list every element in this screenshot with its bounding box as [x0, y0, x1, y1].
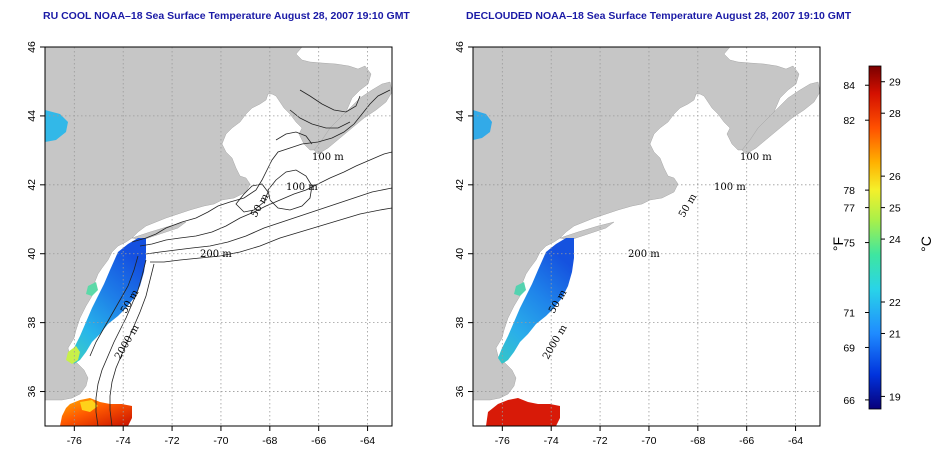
- contour-label: 200 m: [200, 249, 232, 260]
- x-tick-label: -74: [116, 435, 131, 447]
- y-tick-label: 46: [26, 41, 38, 53]
- sst-inlet: [514, 282, 526, 296]
- y-tick-label: 36: [454, 386, 466, 398]
- temperature-colorbar: 29 28 26 25 24 22 21 19 84 82 78 77 75 71 69 66 °F °C: [830, 65, 934, 410]
- fahrenheit-tick-label: 82: [843, 115, 855, 127]
- sst-shelf-plume: [70, 238, 146, 364]
- panel-title-right: DECLOUDED NOAA–18 Sea Surface Temperatur…: [466, 10, 852, 22]
- x-tick-label: -72: [592, 435, 607, 447]
- land-nova-scotia: [741, 81, 820, 155]
- x-tick-label: -64: [360, 435, 375, 447]
- contour-label: 100 m: [714, 182, 746, 193]
- celsius-tick-label: 21: [889, 328, 901, 340]
- fahrenheit-tick-label: 71: [843, 307, 855, 319]
- y-tick-label: 42: [454, 179, 466, 191]
- fahrenheit-tick-label: 77: [843, 203, 855, 215]
- y-tick-label: 46: [454, 41, 466, 53]
- y-tick-label: 42: [26, 179, 38, 191]
- axis-ticks: -76 -74 -72 -70 -68 -66 -64 36 38 40 42 44 46: [26, 41, 375, 447]
- x-tick-label: -74: [544, 435, 559, 447]
- fahrenheit-tick-label: 66: [843, 395, 855, 407]
- colorbar-gradient: [868, 65, 882, 410]
- x-tick-label: -76: [67, 435, 82, 447]
- map-frame: [472, 46, 821, 427]
- fahrenheit-tick-label: 69: [843, 342, 855, 354]
- sst-coastal-warm: [45, 110, 68, 142]
- map-panel-rucool: 100 m 100 m 50 m 200 m 50 m 2000 m -76 -7…: [26, 41, 393, 447]
- y-tick-label: 44: [454, 110, 466, 122]
- contour-label: 100 m: [312, 152, 344, 163]
- celsius-tick-label: 19: [889, 391, 901, 403]
- sst-gulf-stream-edge: [80, 400, 98, 412]
- x-tick-label: -64: [788, 435, 803, 447]
- celsius-tick-label: 28: [889, 108, 901, 120]
- x-tick-label: -68: [262, 435, 277, 447]
- contour-label: 100 m: [286, 182, 318, 193]
- sst-coastal-warm: [473, 110, 492, 140]
- panel-title-left: RU COOL NOAA–18 Sea Surface Temperature …: [43, 10, 410, 22]
- y-tick-label: 44: [26, 110, 38, 122]
- fahrenheit-tick-label: 75: [843, 238, 855, 250]
- x-tick-label: -66: [311, 435, 326, 447]
- fahrenheit-unit-label: °F: [830, 237, 846, 251]
- map-frame: [44, 46, 393, 427]
- celsius-tick-label: 26: [889, 171, 901, 183]
- celsius-tick-label: 22: [889, 297, 901, 309]
- celsius-tick-label: 25: [889, 203, 901, 215]
- contour-label: 100 m: [740, 152, 772, 163]
- sst-inlet: [86, 282, 98, 296]
- x-tick-label: -72: [164, 435, 179, 447]
- axis-ticks: -76 -74 -72 -70 -68 -66 -64 36 38 40 42 44 46: [454, 41, 803, 447]
- x-tick-label: -68: [690, 435, 705, 447]
- colorbar-ticks: 29 28 26 25 24 22 21 19 84 82 78 77 75 71 69 66: [843, 77, 901, 407]
- x-tick-label: -70: [213, 435, 228, 447]
- fahrenheit-tick-label: 84: [843, 80, 855, 92]
- y-tick-label: 40: [26, 248, 38, 260]
- sst-shelf-plume: [498, 238, 574, 364]
- land-mass: [45, 47, 372, 401]
- celsius-unit-label: °C: [918, 236, 934, 252]
- sst-gulf-stream: [486, 398, 560, 426]
- x-tick-label: -66: [739, 435, 754, 447]
- land-nova-scotia: [313, 81, 392, 155]
- y-tick-label: 40: [454, 248, 466, 260]
- x-tick-label: -70: [641, 435, 656, 447]
- y-tick-label: 36: [26, 386, 38, 398]
- celsius-tick-label: 24: [889, 234, 901, 246]
- fahrenheit-tick-label: 78: [843, 185, 855, 197]
- y-tick-label: 38: [454, 317, 466, 329]
- y-tick-label: 38: [26, 317, 38, 329]
- map-panel-declouded: 100 m 100 m 50 m 200 m 50 m 2000 m -76 -7…: [454, 41, 821, 447]
- contour-label: 200 m: [628, 249, 660, 260]
- bathymetry-contours: [89, 89, 392, 426]
- celsius-tick-label: 29: [889, 77, 901, 89]
- sst-coastal-yellow: [66, 346, 80, 364]
- x-tick-label: -76: [495, 435, 510, 447]
- land-mass: [473, 47, 800, 401]
